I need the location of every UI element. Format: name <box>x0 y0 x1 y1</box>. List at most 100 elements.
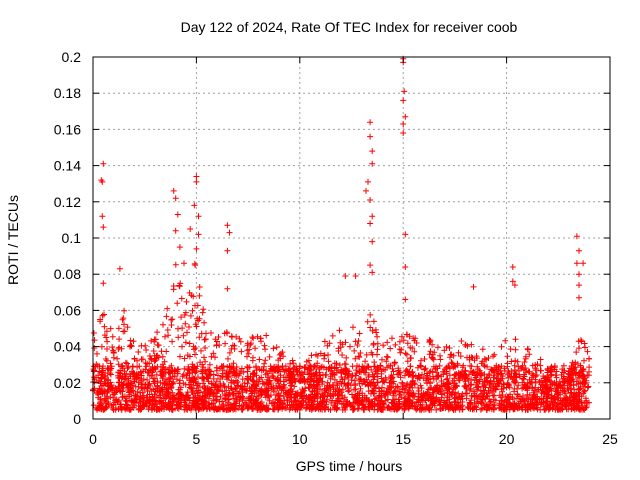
data-point <box>180 332 187 339</box>
data-point <box>430 386 437 393</box>
data-point <box>183 298 190 305</box>
data-point <box>201 336 208 343</box>
data-point <box>367 324 374 331</box>
data-point <box>122 359 129 366</box>
x-tick-label: 10 <box>292 431 308 447</box>
data-point <box>111 399 118 406</box>
data-point <box>388 373 395 380</box>
data-point <box>224 285 231 292</box>
data-point <box>237 338 244 345</box>
data-point <box>402 350 409 357</box>
data-point <box>443 343 450 350</box>
data-point <box>269 372 276 379</box>
data-point <box>333 380 340 386</box>
y-tick-label: 0.2 <box>62 49 82 65</box>
data-point <box>342 339 349 346</box>
data-point <box>138 372 145 379</box>
data-point <box>369 351 376 358</box>
data-point <box>101 311 107 318</box>
data-point <box>148 366 154 373</box>
data-point <box>315 383 321 390</box>
data-point <box>140 368 147 375</box>
data-point <box>163 348 170 355</box>
data-point <box>377 406 384 413</box>
data-point <box>122 373 129 380</box>
data-point <box>467 362 474 369</box>
data-point <box>388 399 395 406</box>
data-point <box>434 344 441 351</box>
data-points <box>90 55 593 413</box>
data-point <box>197 384 203 390</box>
data-point <box>534 361 541 368</box>
data-point <box>382 391 389 398</box>
data-point <box>509 264 516 270</box>
data-point <box>449 360 456 367</box>
data-point <box>262 346 269 353</box>
data-point <box>439 383 446 390</box>
data-point <box>388 385 394 391</box>
data-point <box>233 364 240 370</box>
data-point <box>206 391 213 398</box>
data-point <box>303 393 310 400</box>
data-point <box>367 133 374 140</box>
data-point <box>270 345 277 352</box>
data-point <box>392 383 399 390</box>
data-point <box>484 379 491 386</box>
data-point <box>147 355 154 362</box>
data-point <box>150 375 157 382</box>
data-point <box>394 371 401 378</box>
data-point <box>489 388 496 395</box>
data-point <box>472 369 478 376</box>
data-point <box>360 367 367 374</box>
data-point <box>459 364 466 371</box>
data-point <box>256 366 263 373</box>
data-point <box>116 369 123 376</box>
data-point <box>250 354 256 361</box>
data-point <box>365 178 371 185</box>
data-point <box>275 390 282 397</box>
data-point <box>352 372 359 379</box>
data-point <box>320 398 327 405</box>
data-point <box>344 368 351 375</box>
data-point <box>203 406 210 413</box>
data-point <box>131 378 138 385</box>
data-point <box>218 363 225 370</box>
data-point <box>389 365 396 372</box>
data-point <box>339 352 346 358</box>
data-point <box>576 294 582 301</box>
data-point <box>481 371 488 378</box>
data-point <box>222 395 228 402</box>
data-point <box>470 283 477 290</box>
data-point <box>169 367 176 374</box>
data-point <box>266 379 273 385</box>
data-point <box>349 406 356 413</box>
data-point <box>125 389 132 396</box>
data-point <box>103 334 110 341</box>
data-point <box>184 406 191 413</box>
data-point <box>475 383 482 390</box>
data-point <box>105 400 112 407</box>
data-point <box>172 195 179 202</box>
data-point <box>352 395 359 402</box>
y-tick-label: 0 <box>73 411 81 427</box>
data-point <box>184 352 191 359</box>
data-point <box>573 369 580 376</box>
data-point <box>226 349 233 356</box>
data-point <box>151 391 158 398</box>
data-point <box>232 370 239 377</box>
data-point <box>309 404 316 411</box>
data-point <box>99 178 106 185</box>
data-point <box>358 397 365 404</box>
data-point <box>151 364 158 371</box>
data-point <box>370 318 377 325</box>
data-point <box>430 375 437 382</box>
data-point <box>328 392 334 399</box>
data-point <box>356 363 363 370</box>
data-point <box>265 406 272 413</box>
axis-ticks: 0 0.02 0.04 0.06 0.08 0.1 0.12 0.14 0.16 0.18 0.2 0… <box>54 49 618 447</box>
data-point <box>369 269 376 276</box>
data-point <box>100 160 107 167</box>
data-point <box>156 406 163 413</box>
data-point <box>403 351 410 358</box>
data-point <box>445 386 452 393</box>
